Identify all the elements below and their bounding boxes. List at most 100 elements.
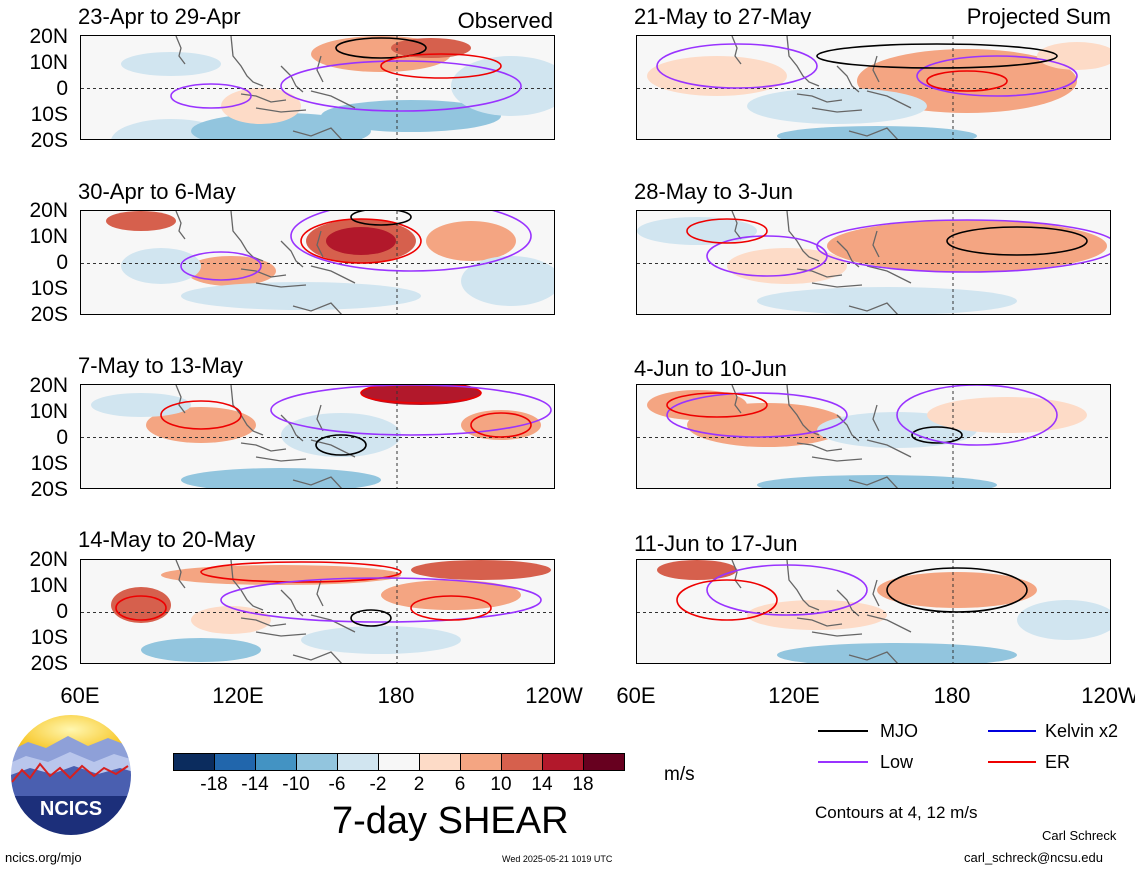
contour-line [666, 392, 848, 438]
panel-title-1: 23-Apr to 29-Apr [78, 4, 241, 29]
contour-line [350, 211, 412, 226]
shear-shading [91, 393, 191, 417]
shear-shading [221, 88, 301, 124]
lat-label: 10N [29, 400, 68, 423]
coastline [175, 560, 356, 663]
ncics-logo: NCICS [8, 712, 134, 838]
colorbar-tick-label: -2 [369, 774, 387, 795]
panel-title-6: 28-May to 3-Jun [634, 179, 793, 204]
panel-title-3: 7-May to 13-May [78, 353, 244, 378]
lat-label: 20S [30, 652, 68, 675]
colorbar-unit: m/s [664, 764, 695, 785]
lat-label: 20N [29, 374, 68, 397]
observed-tag: Observed [457, 8, 553, 33]
shear-shading [181, 282, 421, 310]
shear-shading [657, 560, 737, 580]
lon-label: 60E [60, 683, 100, 708]
lat-label: 10S [30, 277, 68, 300]
author: Carl Schreck [1042, 828, 1117, 843]
shear-shading [647, 390, 747, 420]
contour-line [656, 43, 818, 89]
shear-map [81, 560, 554, 663]
contour-line [200, 561, 402, 583]
colorbar-tick-label: -14 [241, 774, 269, 795]
shear-shading [637, 217, 757, 245]
lat-label: 0 [56, 600, 68, 623]
panel-title-5: 21-May to 27-May [634, 4, 812, 29]
shear-shading [301, 626, 461, 654]
shear-shading [757, 287, 1017, 314]
shear-map [637, 385, 1110, 488]
lat-label: 10S [30, 103, 68, 126]
coastline [175, 36, 356, 139]
coastline [731, 385, 912, 488]
shear-shading [361, 385, 481, 405]
colorbar-swatch [501, 753, 543, 771]
contour-line [816, 43, 1058, 69]
shear-shading [181, 468, 381, 488]
lat-label: 20S [30, 129, 68, 152]
contour-line [816, 219, 1110, 273]
lon-label: 120E [768, 683, 820, 708]
shear-map [81, 36, 554, 139]
contour-line [470, 412, 532, 438]
lat-label: 10N [29, 574, 68, 597]
lon-label: 120E [212, 683, 264, 708]
lon-label: 180 [933, 683, 971, 708]
contour-line [676, 579, 778, 621]
contour-line [410, 595, 492, 621]
contour-line [350, 609, 392, 627]
shear-shading [1017, 600, 1110, 640]
shear-shading [106, 211, 176, 231]
contour-line [706, 235, 828, 277]
contour-line [916, 55, 1078, 97]
colorbar-swatch [255, 753, 297, 771]
shear-shading [647, 56, 787, 96]
map-panel-2 [80, 210, 555, 315]
contour-line [315, 434, 367, 456]
legend-swatch-er [988, 761, 1036, 763]
lat-label: 10N [29, 225, 68, 248]
contour-line [706, 564, 868, 616]
coastline [175, 385, 356, 488]
legend-label-low: Low [880, 752, 914, 772]
contour-line [280, 60, 522, 112]
legend-label-er: ER [1045, 752, 1071, 772]
shear-shading [121, 52, 221, 76]
contour-line [926, 70, 1008, 92]
shear-shading [877, 572, 1037, 608]
map-panel-8 [636, 559, 1111, 664]
shear-shading [411, 560, 551, 580]
colorbar-swatch [214, 753, 256, 771]
colorbar-swatch [583, 753, 625, 771]
shear-shading [391, 38, 471, 58]
timestamp: Wed 2025-05-21 1019 UTC [502, 854, 613, 864]
map-panel-6 [636, 210, 1111, 315]
shear-map [637, 36, 1110, 139]
lon-label: 180 [377, 683, 415, 708]
contour-line [886, 567, 1028, 613]
contour-line [686, 218, 768, 244]
colorbar-tick-label: -10 [282, 774, 310, 795]
map-panel-5 [636, 35, 1111, 140]
shear-map [81, 211, 554, 314]
lat-label: 10S [30, 452, 68, 475]
shear-shading [161, 565, 401, 585]
shear-shading [426, 221, 516, 261]
shear-shading [927, 397, 1087, 433]
email: carl_schreck@ncsu.edu [964, 850, 1103, 865]
main-title: 7-day SHEAR [332, 800, 569, 842]
colorbar-tick-label: 10 [490, 774, 512, 795]
colorbar-tick-label: 18 [572, 774, 594, 795]
shear-shading [727, 248, 847, 284]
lat-label: 0 [56, 426, 68, 449]
colorbar-tick-label: 14 [531, 774, 553, 795]
coastline [175, 211, 356, 314]
shear-shading [461, 410, 541, 440]
colorbar-swatch [419, 753, 461, 771]
lat-label: 0 [56, 77, 68, 100]
map-panel-3 [80, 384, 555, 489]
contour-line [896, 385, 1058, 446]
map-panel-1 [80, 35, 555, 140]
shear-map [637, 211, 1110, 314]
